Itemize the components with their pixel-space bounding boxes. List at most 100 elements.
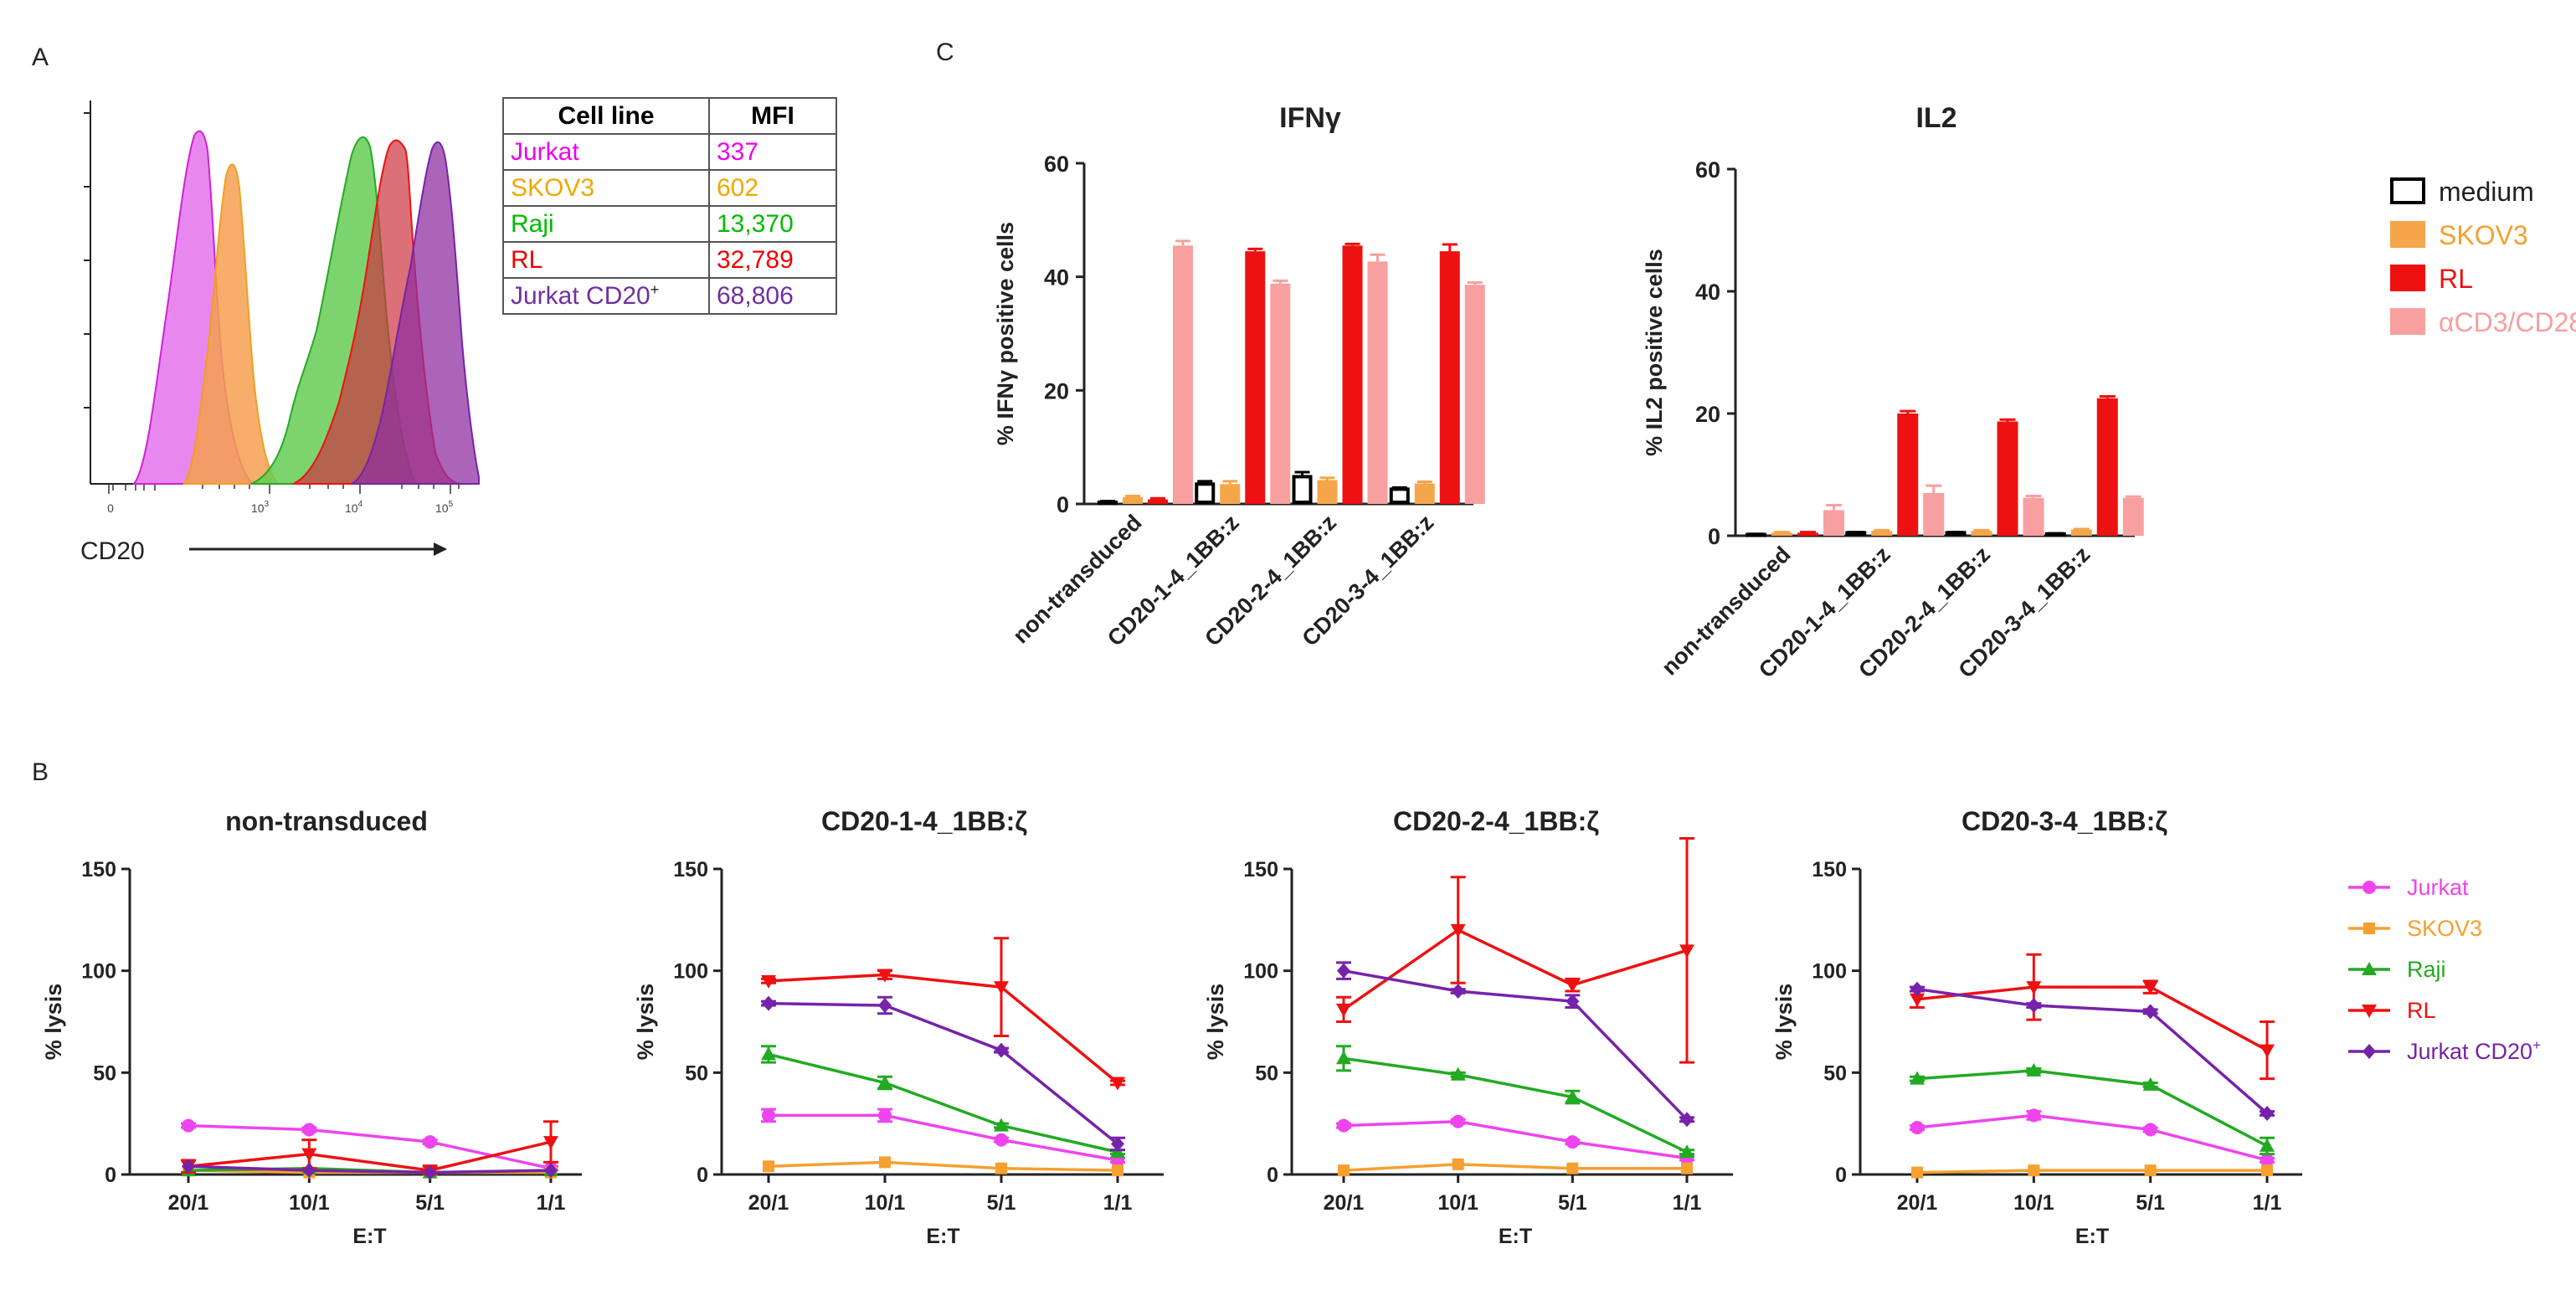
series-line-raji [1916,1069,2268,1148]
data-point [1566,1162,1579,1174]
y-tick-label: 150 [1812,858,1847,881]
y-tick-label: 0 [105,1164,116,1187]
data-point [2362,1005,2377,1018]
bar-cd3cd28 [1464,285,1485,504]
panel-label-c: C [936,39,954,66]
y-tick-label: 100 [81,960,116,984]
series-line-jurkatcd20 [1916,987,2269,1115]
data-point [544,1163,558,1179]
y-axis-label: % IL2 positive cells [1642,249,1667,456]
mfi-value: 13,370 [708,205,837,243]
x-tick-label: 5/1 [987,1191,1016,1215]
mfi-value: 32,789 [708,241,837,279]
y-tick-label: 150 [673,858,708,881]
y-axis-label: % lysis [1771,984,1797,1061]
chart-title: CD20-1-4_1BB:ζ [821,806,1027,836]
data-point [1679,944,1694,959]
data-point [879,1156,891,1169]
data-point [2144,1164,2157,1177]
bar-rl [1439,251,1460,504]
chart-title: IL2 [1915,102,1956,134]
y-tick-label: 60 [1695,157,1720,182]
y-tick-label: 0 [697,1164,708,1187]
data-point [2260,1044,2275,1058]
data-point [2142,1077,2158,1091]
legend-label: SKOV3 [2407,916,2482,941]
data-point [761,1046,776,1061]
data-point [1336,1003,1351,1017]
bar-rl [1342,245,1363,504]
x-axis-label: E:T [352,1225,386,1248]
x-tick-label: 10/1 [289,1191,330,1215]
data-point [301,1148,317,1162]
bar-skov3 [1220,484,1241,504]
series-line-jurkatcd20 [1343,969,1689,1121]
data-point [1338,1164,1350,1177]
legend-label: αCD3/CD28 [2439,307,2576,337]
data-point [878,998,892,1014]
x-axis-label: E:T [2075,1225,2109,1248]
data-point [878,1108,892,1123]
y-tick-label: 100 [1812,960,1847,984]
data-point [302,1123,316,1137]
y-tick-label: 0 [1267,1164,1278,1187]
histogram-x-label: CD20 [80,537,145,565]
mfi-table-row: RL 32,789 [502,241,837,279]
legend-label: medium [2439,177,2534,207]
data-point [761,974,776,989]
x-tick-label: 1/1 [1103,1191,1133,1215]
bar-skov3 [2070,529,2092,536]
y-axis-label: % lysis [633,984,658,1061]
data-point [1910,993,1925,1007]
data-point [2143,1004,2157,1020]
data-point [423,1135,437,1149]
y-tick-label: 0 [1057,492,1069,517]
series-line-rl [1916,985,2268,1052]
x-tick-label: 1/1 [537,1191,566,1215]
data-point [543,1136,558,1150]
series-line-raji [1343,1056,1688,1154]
series-line-jurkatcd20 [768,1001,1119,1145]
mfi-cell-line: Jurkat [502,133,710,171]
line-chart-cd20241bb: CD20-2-4_1BB:ζ 0 50 100 150 20/1 10/1 5/1 1/1 E:T… [1203,806,1733,1248]
data-point [1679,1144,1694,1159]
x-tick-label: 10/1 [2013,1191,2054,1215]
histogram-tick-label: 104 [345,500,363,515]
data-point [995,1162,1007,1174]
data-point [1680,1112,1694,1128]
legend-label: RL [2439,264,2473,294]
data-point [1910,981,1924,997]
y-tick-label: 50 [685,1061,708,1085]
legend-label: SKOV3 [2439,220,2528,250]
y-tick-label: 50 [1823,1061,1847,1085]
mfi-cell-line: RL [502,241,710,279]
bar-skov3 [1771,532,1792,536]
bar-medium [1389,487,1410,505]
data-point [1337,1118,1350,1133]
x-tick-label: 10/1 [1437,1191,1478,1215]
x-tick-label: 20/1 [1897,1191,1938,1215]
panel-label-a: A [32,44,49,71]
data-point [1910,1121,1924,1135]
bar-rl [2096,398,2118,536]
mfi-cell-line: SKOV3 [502,169,710,207]
bar-rl [1148,499,1168,504]
chart-title: CD20-2-4_1BB:ζ [1393,806,1599,836]
y-tick-label: 60 [1044,152,1069,177]
data-point [995,1042,1008,1058]
histogram-tick-label: 0 [107,501,114,515]
data-point [1336,1051,1351,1065]
y-axis-label: % lysis [41,984,66,1061]
y-tick-label: 100 [673,960,708,984]
bar-medium [1292,475,1313,505]
data-point [1450,924,1466,938]
line-chart-cd20341bb: CD20-3-4_1BB:ζ 0 50 100 150 20/1 10/1 5/1 1/1 E:T… [1771,806,2541,1248]
data-point [2260,1153,2274,1167]
mfi-table: Cell line MFI Jurkat 337 SKOV3 602 Raji 13,37… [502,97,837,315]
mfi-value: 602 [708,169,837,207]
series-line-jurkatcd20 [188,1164,552,1174]
data-point [2026,1062,2042,1077]
data-point [2026,981,2042,995]
